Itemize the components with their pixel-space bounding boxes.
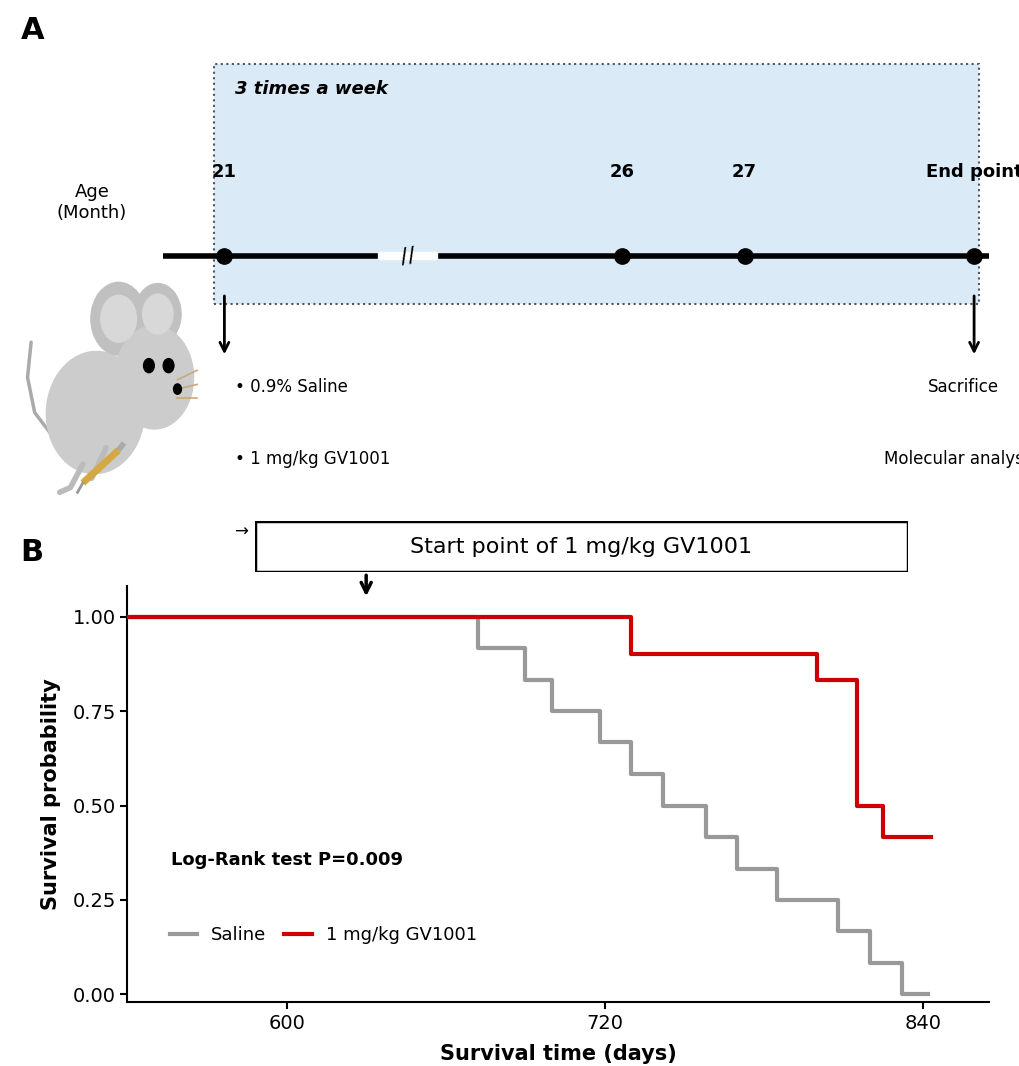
Circle shape [101, 295, 137, 342]
Saline [895, 988, 907, 1001]
Legend: Saline, 1 mg/kg GV1001: Saline, 1 mg/kg GV1001 [162, 919, 484, 952]
Text: → Subcutaneous injection: → Subcutaneous injection [234, 522, 447, 540]
Saline [431, 610, 443, 623]
Saline [519, 674, 531, 687]
Saline [699, 830, 711, 843]
Circle shape [135, 284, 181, 344]
Text: B: B [20, 538, 44, 567]
Circle shape [91, 282, 146, 355]
1 mg/kg GV1001 [598, 610, 610, 623]
1 mg/kg GV1001 [757, 648, 769, 661]
Ellipse shape [46, 352, 145, 473]
Saline [121, 610, 133, 623]
Saline [916, 988, 928, 1001]
Text: Molecular analyses: Molecular analyses [883, 450, 1019, 468]
Text: 3 times a week: 3 times a week [234, 80, 387, 98]
Circle shape [143, 294, 173, 334]
X-axis label: Survival time (days): Survival time (days) [439, 1044, 677, 1064]
Circle shape [163, 358, 173, 373]
Text: 21: 21 [212, 163, 236, 181]
Saline [625, 768, 637, 780]
Saline [731, 862, 743, 875]
Text: • 1 mg/kg GV1001: • 1 mg/kg GV1001 [234, 450, 389, 468]
Text: Log-Rank test P=0.009: Log-Rank test P=0.009 [170, 851, 403, 869]
Saline [593, 736, 605, 748]
Text: 26: 26 [609, 163, 634, 181]
Text: 27: 27 [732, 163, 756, 181]
Saline [770, 893, 783, 906]
1 mg/kg GV1001 [863, 800, 875, 812]
Circle shape [144, 358, 154, 373]
Bar [214, 64, 978, 304]
1 mg/kg GV1001 [924, 830, 936, 843]
Line: Saline: Saline [127, 616, 927, 995]
Text: Sacrifice: Sacrifice [927, 378, 999, 397]
Text: Age
(Month): Age (Month) [57, 183, 126, 222]
1 mg/kg GV1001 [810, 674, 822, 687]
Saline [863, 956, 875, 969]
Saline [810, 893, 822, 906]
1 mg/kg GV1001 [850, 800, 862, 812]
Text: End point: End point [925, 163, 1019, 181]
Saline [471, 642, 483, 655]
Y-axis label: Survival probability: Survival probability [41, 678, 61, 910]
1 mg/kg GV1001 [895, 830, 907, 843]
Text: Start point of 1 mg/kg GV1001: Start point of 1 mg/kg GV1001 [410, 537, 752, 556]
1 mg/kg GV1001 [911, 830, 923, 843]
Text: • 0.9% Saline: • 0.9% Saline [234, 378, 347, 397]
1 mg/kg GV1001 [876, 830, 889, 843]
Circle shape [173, 384, 181, 394]
Saline [921, 988, 933, 1001]
Saline [545, 705, 557, 717]
Saline [656, 800, 668, 812]
Text: //: // [398, 245, 417, 266]
1 mg/kg GV1001 [121, 610, 133, 623]
Circle shape [115, 326, 194, 429]
1 mg/kg GV1001 [625, 648, 637, 661]
Saline [832, 925, 844, 938]
Text: A: A [20, 16, 44, 45]
Line: 1 mg/kg GV1001: 1 mg/kg GV1001 [127, 616, 930, 837]
